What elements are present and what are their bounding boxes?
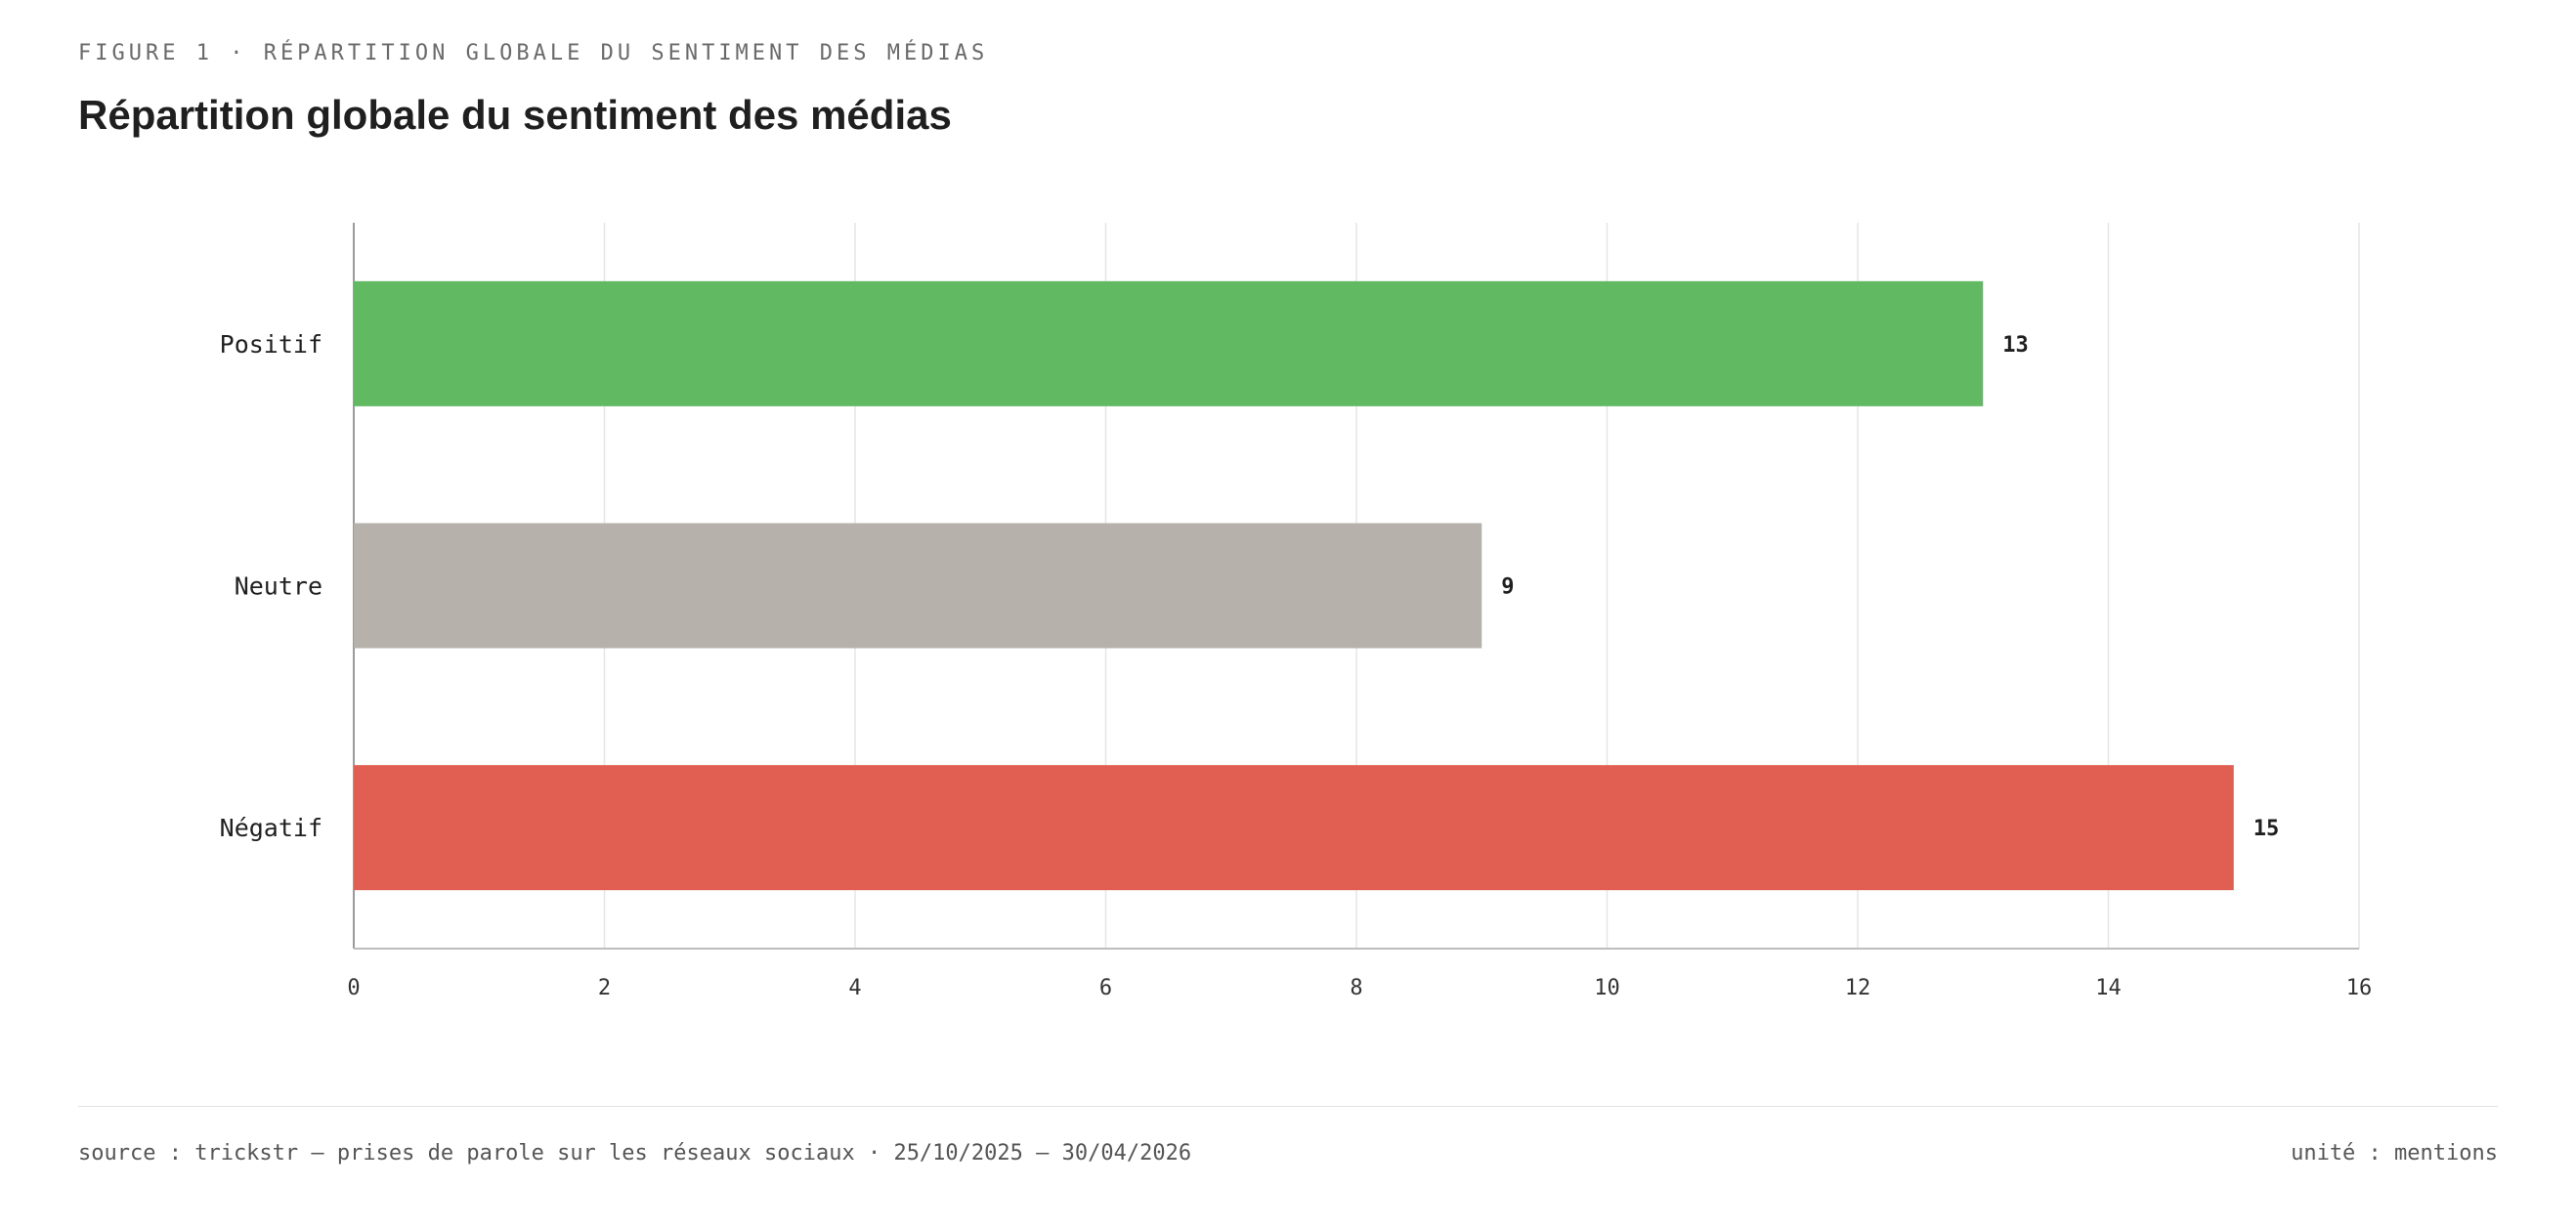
category-label-positif: Positif (220, 330, 322, 359)
footer-divider (78, 1106, 2498, 1107)
x-tick-label-6: 6 (1099, 976, 1112, 1000)
bar-neutre (354, 523, 1482, 649)
x-tick-label-14: 14 (2095, 976, 2122, 1000)
bars (354, 280, 2234, 891)
x-tick-label-10: 10 (1594, 976, 1620, 1000)
data-label-positif: 13 (2002, 333, 2029, 358)
x-tick-label-2: 2 (598, 976, 611, 1000)
x-tick-label-0: 0 (347, 976, 360, 1000)
x-tick-label-16: 16 (2346, 976, 2373, 1000)
chart-title: Répartition globale du sentiment des méd… (78, 92, 952, 138)
category-label-négatif: Négatif (220, 814, 322, 842)
bar-négatif (354, 765, 2234, 891)
data-label-neutre: 9 (1501, 575, 1514, 600)
category-label-neutre: Neutre (235, 572, 322, 601)
figure-kicker: FIGURE 1 · RÉPARTITION GLOBALE DU SENTIM… (78, 41, 989, 65)
unit-note: unité : mentions (2291, 1141, 2498, 1165)
bar-positif (354, 280, 1984, 406)
x-tick-label-12: 12 (1845, 976, 1871, 1000)
source-note: source : trickstr — prises de parole sur… (78, 1141, 1192, 1165)
x-tick-label-4: 4 (848, 976, 861, 1000)
x-tick-label-8: 8 (1350, 976, 1362, 1000)
bar-chart: 0 2 4 6 8 10 12 14 16 Positif 13 Neutre 9 Négatif 15 (220, 223, 2373, 1000)
labels: 0 2 4 6 8 10 12 14 16 Positif 13 Neutre 9 Négatif 15 (220, 330, 2373, 1000)
data-label-négatif: 15 (2254, 817, 2280, 841)
